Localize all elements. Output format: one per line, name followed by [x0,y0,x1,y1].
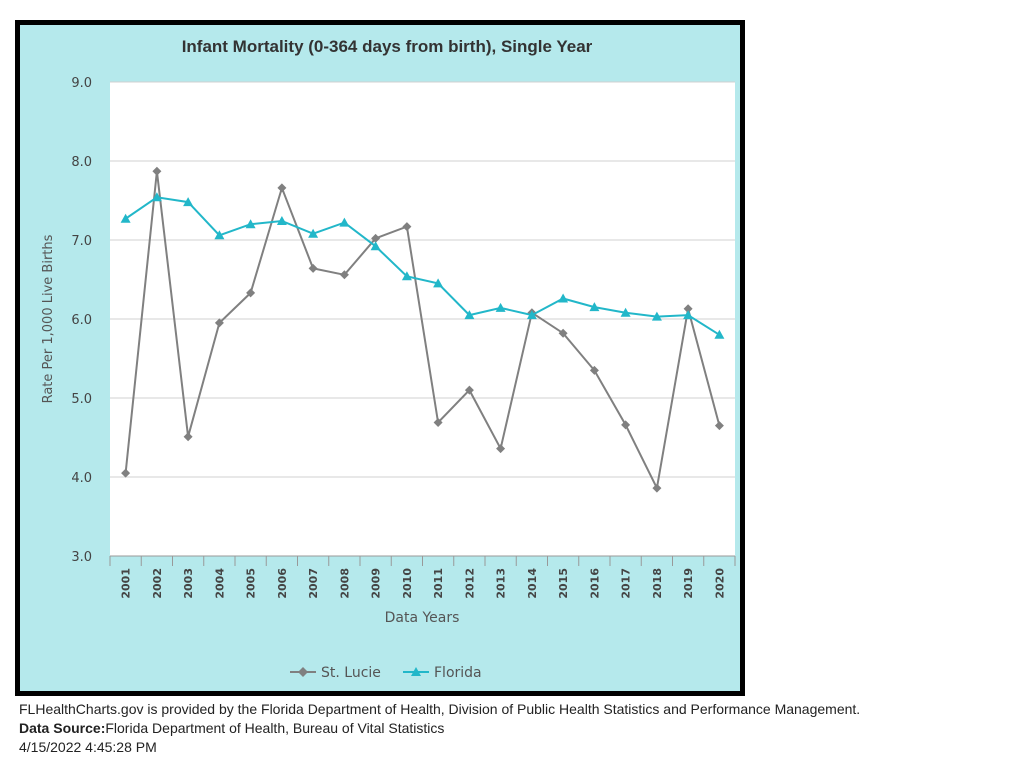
x-tick-label: 2016 [588,568,601,599]
y-tick-label: 3.0 [71,550,92,565]
data-point-florida[interactable] [433,278,444,288]
legend-item-st-lucie[interactable]: St. Lucie [290,665,381,681]
y-tick-label: 4.0 [71,471,92,486]
data-point-st-lucie[interactable] [652,483,662,493]
x-tick-label: 2015 [557,568,570,599]
data-point-florida[interactable] [589,302,600,312]
data-point-st-lucie[interactable] [308,263,318,273]
x-tick-label: 2001 [120,568,133,599]
legend-label-st-lucie: St. Lucie [321,665,381,681]
data-point-florida[interactable] [401,271,412,281]
data-point-florida[interactable] [214,230,225,240]
data-point-st-lucie[interactable] [683,304,693,314]
data-point-florida[interactable] [714,329,725,339]
x-tick-label: 2007 [307,568,320,599]
x-tick-label: 2009 [370,568,383,599]
y-tick-label: 7.0 [71,234,92,249]
data-point-florida[interactable] [151,192,162,202]
x-tick-label: 2002 [151,568,164,599]
data-point-st-lucie[interactable] [121,468,131,478]
data-point-florida[interactable] [683,310,694,320]
x-tick-label: 2004 [213,568,226,599]
y-axis-ticks: 3.0 4.0 5.0 6.0 7.0 8.0 9.0 [71,76,92,565]
footer-timestamp: 4/15/2022 4:45:28 PM [19,739,157,755]
data-point-st-lucie[interactable] [558,328,568,338]
y-tick-label: 5.0 [71,392,92,407]
x-tick-label: 2012 [463,568,476,599]
legend-label-florida: Florida [434,665,482,681]
legend-item-florida[interactable]: Florida [403,665,482,681]
x-tick-label: 2003 [182,568,195,599]
y-tick-label: 6.0 [71,313,92,328]
data-point-st-lucie[interactable] [152,166,162,176]
data-point-florida[interactable] [276,216,287,225]
x-tick-label: 2011 [432,568,445,599]
data-point-florida[interactable] [308,228,319,238]
data-point-florida[interactable] [245,219,256,229]
x-tick-label: 2013 [495,568,508,599]
data-point-florida[interactable] [370,241,381,251]
series-line-florida [125,196,720,336]
x-tick-label: 2017 [620,568,633,599]
y-axis-label: Rate Per 1,000 Live Births [41,234,56,403]
chart-container: Infant Mortality (0-364 days from birth)… [15,20,745,696]
data-point-florida[interactable] [339,217,350,227]
footer-provider-line: FLHealthCharts.gov is provided by the Fl… [19,701,861,717]
line-chart: Infant Mortality (0-364 days from birth)… [41,37,736,681]
x-tick-label: 2006 [276,568,289,599]
legend-diamond-marker [298,667,308,677]
y-tick-label: 9.0 [71,76,92,91]
data-point-st-lucie[interactable] [339,270,349,280]
data-point-florida[interactable] [464,310,475,320]
y-tick-label: 8.0 [71,155,92,170]
data-point-florida[interactable] [526,310,537,320]
legend-triangle-marker [411,667,421,676]
data-point-st-lucie[interactable] [433,418,443,427]
chart-title: Infant Mortality (0-364 days from birth)… [182,37,593,56]
x-tick-label: 2019 [682,568,695,599]
x-axis-label: Data Years [385,610,460,626]
data-point-florida[interactable] [558,293,569,303]
x-tick-label: 2020 [713,568,726,599]
footer-source-line: Data Source:Florida Department of Health… [19,719,444,737]
data-point-florida[interactable] [620,307,631,317]
x-tick-label: 2014 [526,568,539,599]
data-point-st-lucie[interactable] [714,421,724,431]
series-st-lucie [121,166,724,493]
series-florida [120,192,725,339]
series-lines [120,166,725,493]
x-tick-label: 2008 [338,568,351,599]
data-point-florida[interactable] [120,213,131,223]
data-point-st-lucie[interactable] [371,233,381,243]
x-tick-label: 2018 [651,568,664,599]
data-point-florida[interactable] [495,302,506,312]
footer-source-label: Data Source: [19,720,106,736]
data-point-st-lucie[interactable] [214,318,224,328]
data-point-st-lucie[interactable] [496,444,506,454]
data-point-florida[interactable] [183,197,194,207]
data-point-florida[interactable] [651,311,662,321]
data-point-st-lucie[interactable] [621,420,631,430]
series-line-st-lucie [124,171,721,492]
data-point-st-lucie[interactable] [246,288,256,298]
data-point-st-lucie[interactable] [464,385,474,395]
data-point-st-lucie[interactable] [183,432,193,442]
data-point-st-lucie[interactable] [277,183,287,193]
x-axis-ticks: 2001 2002 2003 2004 2005 2006 2007 2008 2009 2010… [109,555,736,599]
footer-source-value: Florida Department of Health, Bureau of … [105,720,445,736]
data-point-st-lucie[interactable] [589,365,599,375]
data-point-st-lucie[interactable] [402,222,412,232]
x-tick-label: 2005 [245,568,258,599]
x-tick-label: 2010 [401,568,414,599]
legend[interactable]: St. Lucie Florida [290,665,482,681]
